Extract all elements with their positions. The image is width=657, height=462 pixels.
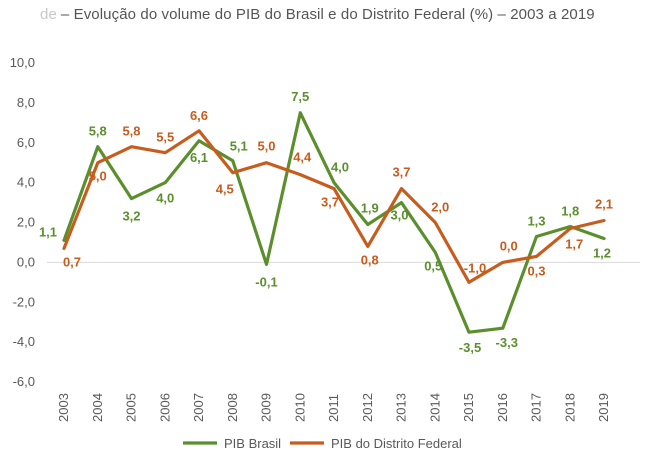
x-axis: 2003 2004 2005 2006 2007 2008 2009 2010 2011 2012… bbox=[56, 393, 611, 422]
y-tick-label: -2,0 bbox=[13, 294, 35, 309]
data-label-pib-df: 0,0 bbox=[500, 238, 518, 253]
x-tick-label: 2011 bbox=[326, 394, 341, 422]
data-label-pib-brasil: 0,5 bbox=[424, 258, 442, 273]
data-label-pib-df: 5,8 bbox=[122, 124, 140, 139]
x-tick-label: 2006 bbox=[157, 393, 172, 422]
x-tick-label: 2007 bbox=[191, 393, 206, 422]
y-tick-label: 4,0 bbox=[17, 175, 35, 190]
y-tick-label: -4,0 bbox=[13, 334, 35, 349]
chart-title: de – Evolução do volume do PIB do Brasil … bbox=[40, 6, 595, 23]
data-label-pib-df: 2,0 bbox=[431, 200, 449, 215]
y-tick-label: 6,0 bbox=[17, 135, 35, 150]
x-tick-label: 2010 bbox=[292, 393, 307, 422]
x-tick-label: 2016 bbox=[495, 393, 510, 422]
x-tick-label: 2009 bbox=[259, 393, 274, 422]
data-label-pib-brasil: 4,0 bbox=[156, 191, 174, 206]
data-label-pib-brasil: 1,1 bbox=[39, 224, 57, 239]
data-label-pib-df: 1,7 bbox=[565, 236, 583, 251]
data-label-pib-df: 2,1 bbox=[595, 197, 613, 212]
data-label-pib-brasil: 1,2 bbox=[593, 245, 611, 260]
data-label-pib-df: 0,3 bbox=[527, 263, 545, 278]
x-tick-label: 2005 bbox=[124, 393, 139, 422]
data-label-pib-df: 4,5 bbox=[216, 182, 234, 197]
data-label-pib-brasil: -3,5 bbox=[459, 340, 481, 355]
data-label-pib-brasil: 1,3 bbox=[527, 213, 545, 228]
data-label-pib-df: 4,4 bbox=[293, 150, 312, 165]
chart-title-text: – Evolução do volume do PIB do Brasil e … bbox=[60, 6, 595, 23]
data-label-pib-df: 5,0 bbox=[89, 169, 107, 184]
x-tick-label: 2013 bbox=[394, 393, 409, 422]
data-label-pib-brasil: 6,1 bbox=[190, 150, 208, 165]
series-line-pib-brasil bbox=[62, 111, 606, 334]
data-label-pib-df: 0,8 bbox=[361, 252, 379, 267]
data-label-pib-df: 0,7 bbox=[63, 254, 81, 269]
y-tick-label: 10,0 bbox=[10, 55, 35, 70]
data-label-pib-brasil: 1,9 bbox=[361, 200, 379, 215]
x-tick-label: 2018 bbox=[562, 393, 577, 422]
y-axis: 10,0 8,0 6,0 4,0 2,0 0,0 -2,0 -4,0 -6,0 bbox=[10, 55, 35, 389]
series-lines bbox=[62, 111, 606, 334]
data-label-pib-brasil: 7,5 bbox=[291, 89, 309, 104]
x-tick-label: 2004 bbox=[90, 393, 105, 422]
x-tick-label: 2017 bbox=[529, 393, 544, 422]
data-label-pib-df: 6,6 bbox=[190, 108, 208, 123]
legend-label: PIB Brasil bbox=[224, 436, 281, 451]
data-label-pib-brasil: 3,2 bbox=[122, 209, 140, 224]
data-label-pib-brasil: -3,3 bbox=[496, 335, 518, 350]
data-label-pib-brasil: -0,1 bbox=[255, 274, 277, 289]
x-tick-label: 2012 bbox=[360, 393, 375, 422]
data-label-pib-df: 3,7 bbox=[392, 165, 410, 180]
x-tick-label: 2008 bbox=[225, 393, 240, 422]
data-label-pib-df: 5,5 bbox=[156, 130, 174, 145]
data-label-pib-df: -1,0 bbox=[464, 260, 486, 275]
y-tick-label: 2,0 bbox=[17, 215, 35, 230]
data-label-pib-df: 3,7 bbox=[321, 195, 339, 210]
y-tick-label: 8,0 bbox=[17, 95, 35, 110]
data-label-pib-df: 5,0 bbox=[257, 139, 275, 154]
data-label-pib-brasil: 5,8 bbox=[89, 124, 107, 139]
data-label-pib-brasil: 5,1 bbox=[230, 139, 248, 154]
x-tick-label: 2019 bbox=[596, 393, 611, 422]
legend-label: PIB do Distrito Federal bbox=[331, 436, 462, 451]
x-tick-label: 2014 bbox=[427, 393, 442, 422]
data-label-pib-brasil: 4,0 bbox=[331, 160, 349, 175]
data-label-pib-brasil: 3,0 bbox=[390, 208, 408, 223]
x-tick-label: 2003 bbox=[56, 393, 71, 422]
chart-title-prefix: de bbox=[40, 6, 57, 23]
series-line-pib-df bbox=[62, 129, 606, 284]
y-tick-label: 0,0 bbox=[17, 254, 35, 269]
data-labels: 1,1 5,8 3,2 4,0 6,1 5,1 -0,1 7,5 4,0 1,9 3,0 0,5 -3,… bbox=[39, 89, 613, 355]
legend: PIB Brasil PIB do Distrito Federal bbox=[183, 436, 462, 451]
y-tick-label: -6,0 bbox=[13, 374, 35, 389]
data-label-pib-brasil: 1,8 bbox=[561, 203, 579, 218]
x-tick-label: 2015 bbox=[461, 393, 476, 422]
